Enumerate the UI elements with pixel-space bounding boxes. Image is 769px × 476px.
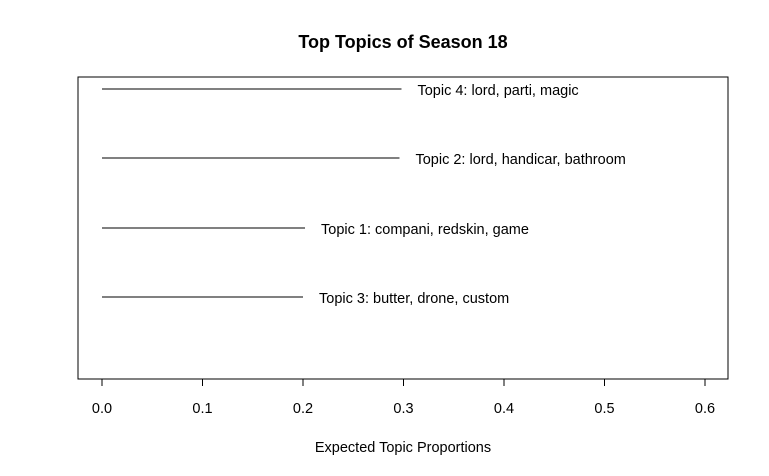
x-axis: 0.0 0.1 0.2 0.3 0.4 0.5 0.6 (92, 378, 715, 417)
topic-label: Topic 2: lord, handicar, bathroom (415, 152, 625, 168)
x-tick-label: 0.1 (192, 401, 212, 417)
topic-label: Topic 4: lord, parti, magic (417, 83, 578, 99)
x-tick-label: 0.6 (695, 401, 715, 417)
x-tick-label: 0.2 (293, 401, 313, 417)
topic-label: Topic 1: compani, redskin, game (321, 222, 529, 238)
chart-title: Top Topics of Season 18 (298, 32, 507, 52)
topic-bars: Topic 4: lord, parti, magic Topic 2: lord… (102, 83, 626, 307)
x-axis-label: Expected Topic Proportions (315, 440, 491, 456)
x-tick-label: 0.5 (594, 401, 614, 417)
topic-label: Topic 3: butter, drone, custom (319, 291, 509, 307)
x-tick-label: 0.4 (494, 401, 514, 417)
x-tick-label: 0.3 (393, 401, 413, 417)
x-tick-label: 0.0 (92, 401, 112, 417)
